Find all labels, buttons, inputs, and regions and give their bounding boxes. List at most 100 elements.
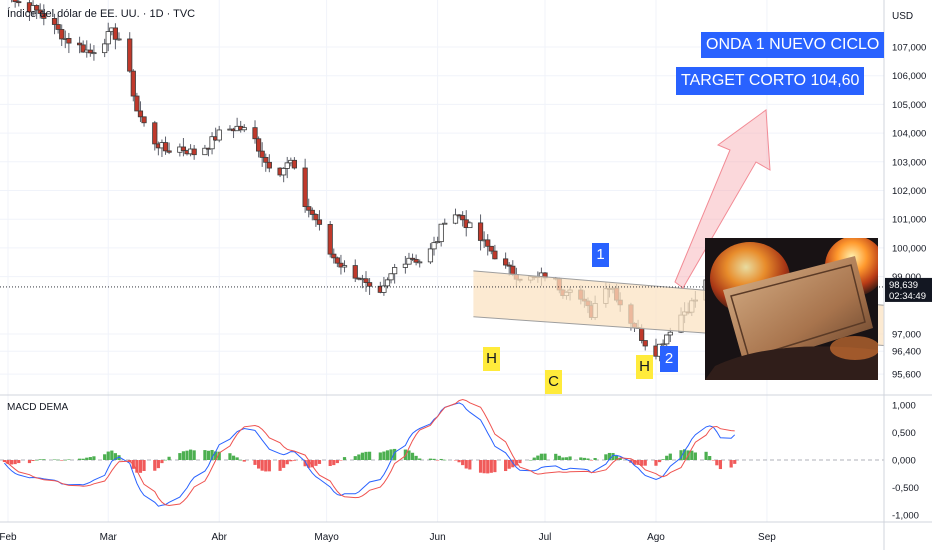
macd-histogram-bar xyxy=(418,458,422,460)
macd-histogram-bar xyxy=(260,460,264,471)
macd-histogram-bar xyxy=(718,460,723,470)
macd-histogram-bar xyxy=(9,460,14,465)
candle-body xyxy=(77,42,83,46)
y-tick-label: 103,000 xyxy=(892,157,926,168)
macd-histogram-bar xyxy=(217,451,221,460)
headline-note: ONDA 1 NUEVO CICLO xyxy=(701,32,885,58)
macd-histogram-bar xyxy=(453,460,458,461)
macd-histogram-bar xyxy=(257,460,261,469)
macd-histogram-bar xyxy=(153,460,157,471)
macd-histogram-bar xyxy=(514,460,518,466)
macd-histogram-bar xyxy=(579,457,583,460)
macd-histogram-bar xyxy=(593,458,597,460)
macd-histogram-bar xyxy=(611,453,615,460)
macd-histogram-bar xyxy=(185,450,189,460)
macd-histogram-bar xyxy=(554,453,558,460)
signal-line xyxy=(4,398,735,507)
macd-histogram-bar xyxy=(693,452,697,460)
macd-histogram-bar xyxy=(13,460,17,465)
candle-body xyxy=(664,334,670,345)
wave-1-label: 1 xyxy=(592,243,609,267)
macd-histogram-bar xyxy=(468,460,472,470)
candle-body xyxy=(467,222,473,229)
macd-tick-label: 0,000 xyxy=(892,456,916,467)
macd-histogram-bar xyxy=(142,460,146,471)
macd-histogram-bar xyxy=(636,460,640,465)
candle-body xyxy=(388,273,394,281)
candle-body xyxy=(291,159,298,169)
y-tick-label: 95,600 xyxy=(892,370,921,381)
macd-tick-label: -0,500 xyxy=(892,483,919,494)
candle-body xyxy=(281,168,287,176)
macd-histogram-bar xyxy=(214,451,218,460)
macd-histogram-bar xyxy=(63,459,67,461)
currency-label: USD xyxy=(892,11,913,22)
macd-histogram-bar xyxy=(643,460,647,466)
candle-body xyxy=(392,267,398,275)
macd-histogram-bar xyxy=(253,460,257,465)
macd-histogram-bar xyxy=(310,460,314,468)
candle-body xyxy=(105,31,111,45)
c-label: C xyxy=(545,370,562,394)
candle-body xyxy=(413,258,419,263)
macd-histogram-bar xyxy=(690,450,694,460)
macd-histogram-bar xyxy=(704,451,708,460)
candle-body xyxy=(431,242,437,250)
macd-histogram-bar xyxy=(335,460,339,464)
macd-histogram-bar xyxy=(493,460,497,473)
candle-body xyxy=(241,127,247,131)
macd-histogram-bar xyxy=(715,460,719,466)
chart-title: Índice del dólar de EE. UU. · 1D · TVC xyxy=(7,7,195,20)
candle-body xyxy=(381,285,387,293)
candle-body xyxy=(338,262,344,268)
macd-histogram-bar xyxy=(314,460,318,466)
candle-body xyxy=(667,331,673,336)
y-tick-label: 107,000 xyxy=(892,43,926,54)
macd-histogram-bar xyxy=(582,457,586,460)
macd-histogram-bar xyxy=(282,460,286,468)
macd-histogram-bar xyxy=(239,459,243,461)
macd-histogram-bar xyxy=(360,452,365,460)
candle-body xyxy=(409,257,416,260)
candle-body xyxy=(642,340,648,347)
candle-body xyxy=(180,146,187,151)
candle-body xyxy=(331,253,337,259)
candle-body xyxy=(102,43,108,54)
h-right-label: H xyxy=(636,355,653,379)
candle-body xyxy=(216,129,222,141)
macd-histogram-bar xyxy=(231,455,236,460)
macd-histogram-bar xyxy=(60,460,64,461)
macd-histogram-bar xyxy=(106,451,110,460)
macd-histogram-bar xyxy=(357,454,361,460)
macd-histogram-bar xyxy=(432,458,436,460)
macd-histogram-bar xyxy=(586,458,590,460)
candle-body xyxy=(313,214,319,221)
candle-body xyxy=(80,44,86,53)
candle-body xyxy=(639,327,645,341)
candle-body xyxy=(66,38,72,44)
macd-histogram-bar xyxy=(640,460,644,466)
candle-body xyxy=(506,264,512,267)
macd-histogram-bar xyxy=(486,460,490,474)
wave-2-label: 2 xyxy=(660,346,678,372)
candle-body xyxy=(485,239,491,247)
target-note: TARGET CORTO 104,60 xyxy=(676,67,865,95)
candle-body xyxy=(334,257,340,264)
macd-histogram-bar xyxy=(410,452,415,460)
macd-histogram-bar xyxy=(385,450,390,460)
candle-body xyxy=(284,162,290,169)
macd-histogram-bar xyxy=(135,460,139,473)
photo-burning-treasury-note xyxy=(705,238,878,380)
y-tick-label: 99,000 xyxy=(892,272,921,283)
candle-body xyxy=(406,257,412,265)
candle-body xyxy=(263,156,269,163)
y-tick-label: 102,000 xyxy=(892,186,926,197)
candle-body xyxy=(112,27,118,40)
macd-histogram-bar xyxy=(504,460,508,472)
candle-body xyxy=(427,248,434,263)
candle-body xyxy=(341,265,348,268)
macd-histogram-bar xyxy=(729,460,733,468)
macd-histogram-bar xyxy=(6,460,10,464)
candle-body xyxy=(91,52,97,55)
